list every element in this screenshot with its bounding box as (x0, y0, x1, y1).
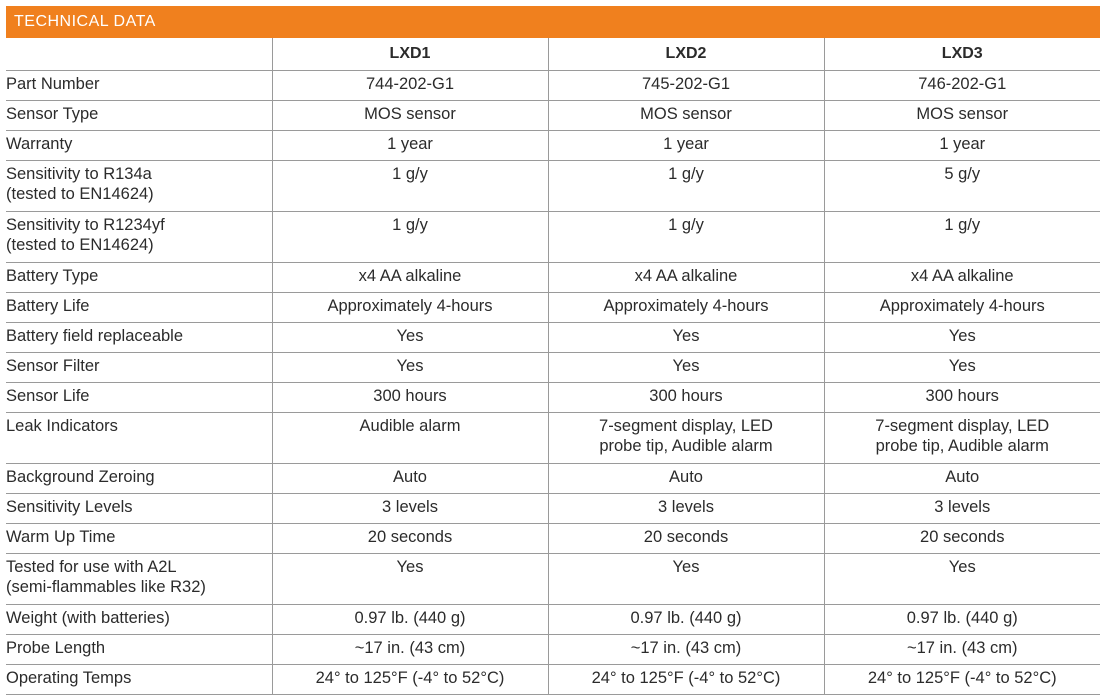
spec-value-cell: ~17 in. (43 cm) (547, 634, 825, 665)
spec-value-cell: 24° to 125°F (-4° to 52°C) (547, 664, 825, 695)
row-label: Sensor Life (6, 382, 273, 413)
table-row: Sensitivity to R1234yf (tested to EN1462… (6, 211, 1100, 263)
row-label: Part Number (6, 70, 273, 101)
spec-value-cell: 1 year (547, 130, 825, 161)
spec-value-cell: Yes (823, 322, 1100, 353)
table-row: Warm Up Time 20 seconds 20 seconds 20 secon… (6, 523, 1100, 554)
row-label: Sensor Filter (6, 352, 273, 383)
spec-value-cell: Auto (547, 463, 825, 494)
row-label: Battery Life (6, 292, 273, 323)
spec-value-cell: x4 AA alkaline (271, 262, 549, 293)
column-header-lxd2: LXD2 (547, 38, 825, 71)
spec-value-cell: ~17 in. (43 cm) (823, 634, 1100, 665)
spec-value-cell: 0.97 lb. (440 g) (547, 604, 825, 635)
row-label: Warm Up Time (6, 523, 273, 554)
row-label: Probe Length (6, 634, 273, 665)
spec-value-cell: Yes (547, 322, 825, 353)
header-blank-cell (6, 38, 273, 71)
spec-value-cell: Yes (823, 553, 1100, 605)
spec-value-cell: Yes (823, 352, 1100, 383)
table-row: Leak Indicators Audible alarm 7-segment di… (6, 412, 1100, 464)
spec-value-cell: 746-202-G1 (823, 70, 1100, 101)
table-row: Battery field replaceable Yes Yes Yes (6, 322, 1100, 353)
spec-value-cell: 1 g/y (823, 211, 1100, 263)
spec-value-cell: 745-202-G1 (547, 70, 825, 101)
spec-value-cell: 20 seconds (271, 523, 549, 554)
spec-value-cell: MOS sensor (823, 100, 1100, 131)
spec-value-cell: MOS sensor (271, 100, 549, 131)
technical-data-panel: TECHNICAL DATA LXD1 LXD2 LXD3 Part Numbe… (6, 6, 1100, 695)
table-row: Probe Length ~17 in. (43 cm) ~17 in. (43 c… (6, 634, 1100, 665)
spec-value-cell: Approximately 4-hours (823, 292, 1100, 323)
column-header-lxd3: LXD3 (823, 38, 1100, 71)
spec-value-cell: MOS sensor (547, 100, 825, 131)
table-row: Warranty 1 year 1 year 1 year (6, 130, 1100, 161)
spec-value-cell: 24° to 125°F (-4° to 52°C) (271, 664, 549, 695)
row-label: Background Zeroing (6, 463, 273, 494)
table-row: Weight (with batteries) 0.97 lb. (440 g) 0… (6, 604, 1100, 635)
spec-value-cell: 3 levels (823, 493, 1100, 524)
spec-value-cell: 7-segment display, LED probe tip, Audibl… (547, 412, 825, 464)
spec-value-cell: 300 hours (547, 382, 825, 413)
table-row: Battery Type x4 AA alkaline x4 AA alkaline… (6, 262, 1100, 293)
spec-value-cell: 300 hours (271, 382, 549, 413)
table-row: Sensor Type MOS sensor MOS sensor MOS senso… (6, 100, 1100, 131)
spec-value-cell: 300 hours (823, 382, 1100, 413)
table-row: Battery Life Approximately 4-hours Approxi… (6, 292, 1100, 323)
spec-value-cell: ~17 in. (43 cm) (271, 634, 549, 665)
spec-table: LXD1 LXD2 LXD3 Part Number 744-202-G1 745-… (6, 38, 1100, 695)
row-label: Warranty (6, 130, 273, 161)
spec-value-cell: Yes (271, 553, 549, 605)
spec-value-cell: Yes (271, 322, 549, 353)
row-label: Weight (with batteries) (6, 604, 273, 635)
spec-value-cell: 20 seconds (823, 523, 1100, 554)
spec-value-cell: 7-segment display, LED probe tip, Audibl… (823, 412, 1100, 464)
spec-value-cell: 1 g/y (271, 160, 549, 212)
column-header-lxd1: LXD1 (271, 38, 549, 71)
spec-value-cell: Yes (547, 352, 825, 383)
table-row: Sensor Life 300 hours 300 hours 300 hours (6, 382, 1100, 413)
spec-value-cell: Auto (823, 463, 1100, 494)
row-label: Sensitivity Levels (6, 493, 273, 524)
table-row: Background Zeroing Auto Auto Auto (6, 463, 1100, 494)
spec-value-cell: 1 g/y (271, 211, 549, 263)
section-banner: TECHNICAL DATA (6, 6, 1100, 38)
spec-value-cell: 1 g/y (547, 211, 825, 263)
table-row: Sensitivity Levels 3 levels 3 levels 3 leve… (6, 493, 1100, 524)
spec-value-cell: Yes (271, 352, 549, 383)
spec-value-cell: Audible alarm (271, 412, 549, 464)
spec-table-body: Part Number 744-202-G1 745-202-G1 746-202-G… (6, 70, 1100, 695)
row-label: Sensitivity to R134a (tested to EN14624) (6, 160, 273, 212)
spec-value-cell: 0.97 lb. (440 g) (271, 604, 549, 635)
spec-value-cell: x4 AA alkaline (823, 262, 1100, 293)
spec-value-cell: Approximately 4-hours (271, 292, 549, 323)
table-row: Operating Temps 24° to 125°F (-4° to 52°C… (6, 664, 1100, 695)
row-label: Sensitivity to R1234yf (tested to EN1462… (6, 211, 273, 263)
spec-value-cell: 5 g/y (823, 160, 1100, 212)
spec-value-cell: 1 year (271, 130, 549, 161)
spec-value-cell: 1 year (823, 130, 1100, 161)
spec-value-cell: Approximately 4-hours (547, 292, 825, 323)
spec-value-cell: 744-202-G1 (271, 70, 549, 101)
header-row: LXD1 LXD2 LXD3 (6, 38, 1100, 71)
spec-value-cell: Auto (271, 463, 549, 494)
spec-value-cell: x4 AA alkaline (547, 262, 825, 293)
table-row: Sensitivity to R134a (tested to EN14624)… (6, 160, 1100, 212)
row-label: Battery field replaceable (6, 322, 273, 353)
row-label: Tested for use with A2L (semi-flammables… (6, 553, 273, 605)
spec-value-cell: 0.97 lb. (440 g) (823, 604, 1100, 635)
row-label: Battery Type (6, 262, 273, 293)
row-label: Sensor Type (6, 100, 273, 131)
table-row: Part Number 744-202-G1 745-202-G1 746-202-G… (6, 70, 1100, 101)
spec-value-cell: Yes (547, 553, 825, 605)
spec-value-cell: 20 seconds (547, 523, 825, 554)
spec-value-cell: 1 g/y (547, 160, 825, 212)
row-label: Leak Indicators (6, 412, 273, 464)
row-label: Operating Temps (6, 664, 273, 695)
spec-value-cell: 24° to 125°F (-4° to 52°C) (823, 664, 1100, 695)
table-row: Tested for use with A2L (semi-flammables… (6, 553, 1100, 605)
table-row: Sensor Filter Yes Yes Yes (6, 352, 1100, 383)
spec-value-cell: 3 levels (547, 493, 825, 524)
spec-value-cell: 3 levels (271, 493, 549, 524)
